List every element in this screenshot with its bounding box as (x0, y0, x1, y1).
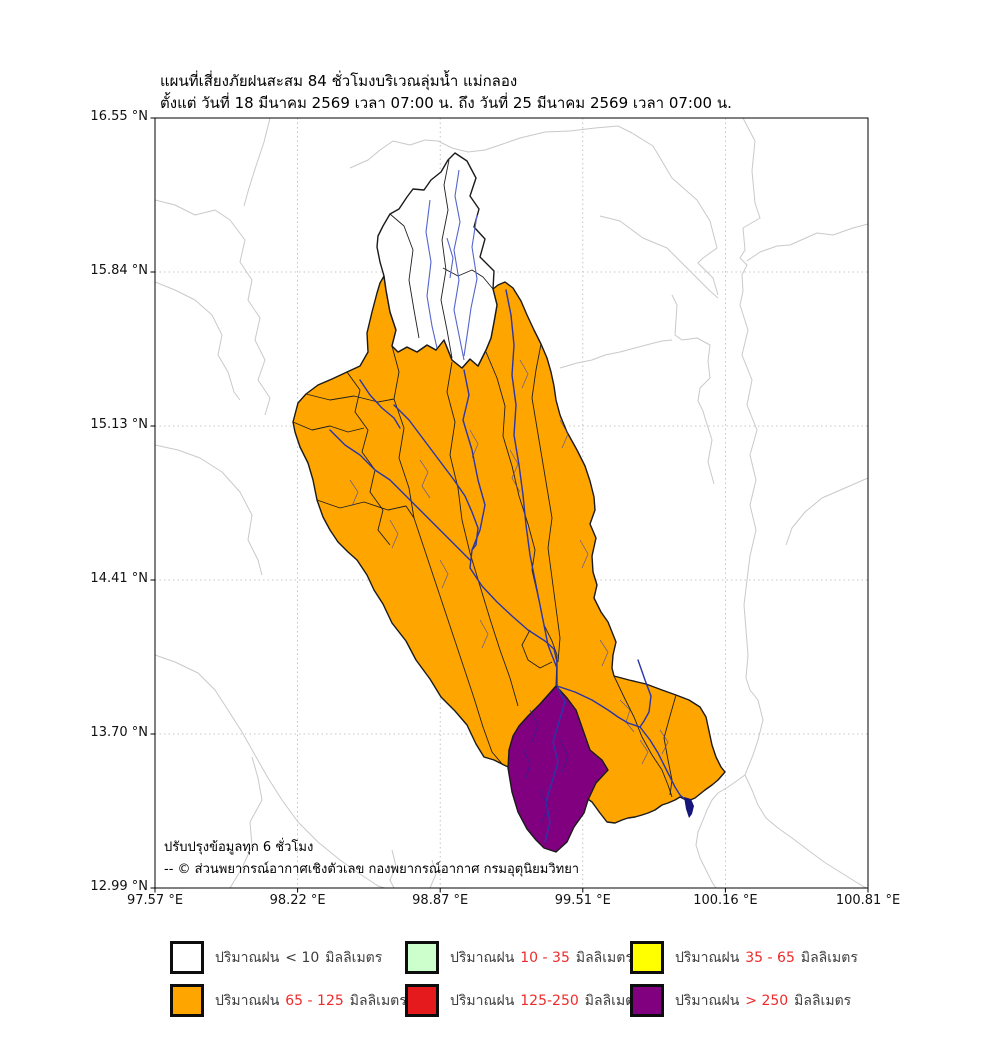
y-tick-label: 13.70 °N (90, 725, 148, 740)
y-tick-label: 12.99 °N (90, 879, 148, 894)
x-tick-label: 98.22 °E (269, 893, 326, 908)
x-tick-label: 98.87 °E (412, 893, 469, 908)
legend-swatch-yellow (630, 941, 664, 974)
stream-texture (349, 359, 669, 765)
legend-range: 65 - 125 (285, 992, 344, 1009)
legend-unit: มิลลิเมตร (349, 992, 407, 1009)
basin-moderate-region (292, 275, 726, 824)
legend-swatch-orange (170, 984, 204, 1017)
map-title-line2: ตั้งแต่ วันที่ 18 มีนาคม 2569 เวลา 07:00… (160, 94, 732, 112)
plot-frame (154, 117, 869, 889)
map-annotation: ปรับปรุงข้อมูลทุก 6 ชั่วโมง -- © ส่วนพยา… (164, 837, 579, 881)
river-mouth (684, 797, 694, 818)
map-title-line1: แผนที่เสี่ยงภัยฝนสะสม 84 ชั่วโมงบริเวณลุ… (160, 72, 518, 90)
legend-item-gt250: ปริมาณฝน > 250 มิลลิเมตร (630, 982, 851, 1019)
x-tick-label: 100.81 °E (835, 893, 901, 908)
legend-item-lt10: ปริมาณฝน < 10 มิลลิเมตร (170, 939, 382, 976)
x-tick-label: 100.16 °E (693, 893, 758, 908)
province-boundaries (155, 118, 868, 888)
axis-ticks (150, 117, 869, 893)
legend-swatch-green (405, 941, 439, 974)
basin-low-region (376, 152, 498, 369)
sub-basin-boundaries (292, 343, 677, 798)
legend-prefix: ปริมาณฝน (215, 992, 280, 1009)
y-tick-label: 14.41 °N (90, 571, 148, 586)
x-tick-label: 97.57 °E (126, 893, 184, 908)
legend-unit: มิลลิเมตร (800, 949, 858, 966)
legend-prefix: ปริมาณฝน (675, 949, 740, 966)
y-tick-label: 15.84 °N (90, 263, 148, 278)
map-title: แผนที่เสี่ยงภัยฝนสะสม 84 ชั่วโมงบริเวณลุ… (160, 70, 732, 114)
white-basin-details (389, 159, 494, 361)
purple-basin-rivers (523, 685, 569, 843)
map-annotation-line2: -- © ส่วนพยากรณ์อากาศเชิงตัวเลข กองพยากร… (164, 862, 580, 877)
legend-item-65-125: ปริมาณฝน 65 - 125 มิลลิเมตร (170, 982, 407, 1019)
legend-range: 10 - 35 (520, 949, 570, 966)
x-tick-label: 99.51 °E (554, 893, 611, 908)
rivers (329, 289, 687, 801)
legend-range: < 10 (285, 949, 320, 966)
legend-range: 125-250 (520, 992, 579, 1009)
legend-unit: มิลลิเมตร (575, 949, 633, 966)
legend-range: > 250 (745, 992, 789, 1009)
legend-swatch-red (405, 984, 439, 1017)
y-tick-label: 16.55 °N (90, 109, 148, 124)
legend-prefix: ปริมาณฝน (450, 949, 515, 966)
legend-unit: มิลลิเมตร (325, 949, 383, 966)
legend-unit: มิลลิเมตร (584, 992, 642, 1009)
legend-range: 35 - 65 (745, 949, 795, 966)
legend-item-10-35: ปริมาณฝน 10 - 35 มิลลิเมตร (405, 939, 633, 976)
legend-swatch-white (170, 941, 204, 974)
legend-item-125-250: ปริมาณฝน 125-250 มิลลิเมตร (405, 982, 642, 1019)
legend-prefix: ปริมาณฝน (215, 949, 280, 966)
legend-swatch-purple (630, 984, 664, 1017)
legend-item-35-65: ปริมาณฝน 35 - 65 มิลลิเมตร (630, 939, 858, 976)
map-annotation-line1: ปรับปรุงข้อมูลทุก 6 ชั่วโมง (164, 840, 314, 855)
y-tick-label: 15.13 °N (90, 417, 148, 432)
legend-prefix: ปริมาณฝน (450, 992, 515, 1009)
legend-prefix: ปริมาณฝน (675, 992, 740, 1009)
basin-extreme-region (507, 685, 609, 853)
legend-unit: มิลลิเมตร (794, 992, 852, 1009)
